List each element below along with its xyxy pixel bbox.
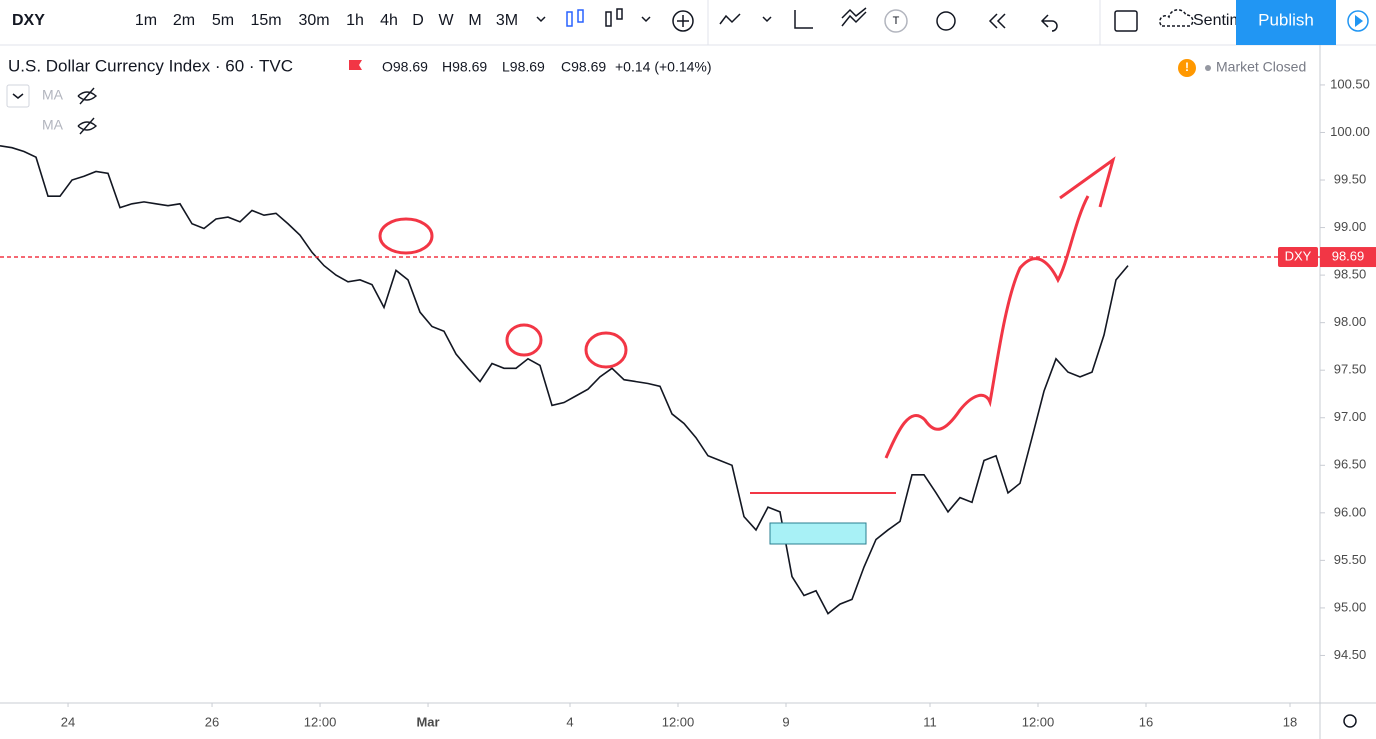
symbol[interactable]: DXY <box>12 12 45 29</box>
toolbar-icons <box>536 7 1194 33</box>
publish-label[interactable]: Publish <box>1258 10 1314 29</box>
x-tick-label: 26 <box>205 714 219 729</box>
publish-button[interactable] <box>1236 0 1336 45</box>
legend-name: U.S. Dollar Currency Index · 60 · TVC <box>8 56 293 75</box>
interval[interactable]: W <box>438 12 454 29</box>
interval[interactable]: 1h <box>346 12 364 29</box>
low: L98.69 <box>502 59 545 75</box>
alert-icon <box>1178 59 1196 77</box>
x-tick-label: 12:00 <box>304 714 337 729</box>
y-tick-label: 100.50 <box>1330 76 1370 91</box>
symbol-tag-label: DXY <box>1285 248 1312 263</box>
toolbar <box>0 0 1376 45</box>
text-tool[interactable]: T <box>893 15 900 27</box>
y-tick-label: 99.00 <box>1334 219 1367 234</box>
zone-box <box>769 522 867 545</box>
play-icon[interactable] <box>1347 10 1369 32</box>
ohlc: O98.69 H98.69 L98.69 C98.69 +0.14 (+0.14… <box>382 59 712 75</box>
x-tick-label: 16 <box>1139 714 1153 729</box>
interval[interactable]: M <box>468 12 481 29</box>
change: +0.14 (+0.14%) <box>615 59 712 75</box>
x-tick-label: 11 <box>923 714 937 729</box>
x-tick-label: 12:00 <box>1022 714 1055 729</box>
x-tick-label: 4 <box>566 714 573 729</box>
price-line <box>0 145 1129 615</box>
last-price-tag <box>1320 247 1376 268</box>
x-tick-label: 9 <box>782 714 789 729</box>
y-tick-label: 97.00 <box>1334 409 1367 424</box>
interval[interactable]: 5m <box>212 12 234 29</box>
interval[interactable]: 3M <box>496 12 518 29</box>
x-tick-label: Mar <box>416 714 439 729</box>
high: H98.69 <box>442 59 487 75</box>
hidden-icons <box>77 87 98 135</box>
y-tick-label: 95.00 <box>1334 599 1367 614</box>
y-tick-label: 98.50 <box>1334 267 1367 282</box>
interval[interactable]: 15m <box>250 12 281 29</box>
interval[interactable]: 4h <box>380 12 398 29</box>
y-tick-label: 94.50 <box>1334 647 1367 662</box>
settings-icon[interactable] <box>1343 714 1357 728</box>
interval[interactable]: 2m <box>173 12 195 29</box>
flag <box>349 60 362 70</box>
intervals: 1m 2m 5m 15m 30m 1h 4h D W M 3M <box>135 12 518 29</box>
interval[interactable]: 30m <box>298 12 329 29</box>
close: C98.69 <box>561 59 606 75</box>
status-dot <box>1205 65 1211 71</box>
symbol-tag <box>1278 247 1318 268</box>
interval[interactable]: D <box>412 12 424 29</box>
x-tick-label: 12:00 <box>662 714 695 729</box>
y-tick-label: 97.50 <box>1334 362 1367 377</box>
sentiment[interactable]: Sentiment <box>1193 12 1266 29</box>
x-tick-label: 24 <box>61 714 75 729</box>
y-tick-label: 96.00 <box>1334 504 1367 519</box>
y-tick-label: 100.00 <box>1330 124 1370 139</box>
y-tick-label: 98.00 <box>1334 314 1367 329</box>
alert-mark: ! <box>1185 60 1189 74</box>
open: O98.69 <box>382 59 428 75</box>
play-icon <box>1355 15 1363 27</box>
indicator[interactable]: MA <box>42 117 64 133</box>
plot <box>0 145 1129 615</box>
interval[interactable]: 1m <box>135 12 157 29</box>
drawings <box>378 156 1116 459</box>
collapse-button[interactable] <box>6 84 30 108</box>
indicator[interactable]: MA <box>42 87 64 103</box>
market-status: Market Closed <box>1216 59 1306 75</box>
y-tick-label: 96.50 <box>1334 457 1367 472</box>
x-tick-label: 18 <box>1283 714 1297 729</box>
chevron <box>12 93 24 99</box>
y-tick-label: 99.50 <box>1334 171 1367 186</box>
last-price-label: 98.69 <box>1332 248 1365 263</box>
y-tick-label: 95.50 <box>1334 552 1367 567</box>
